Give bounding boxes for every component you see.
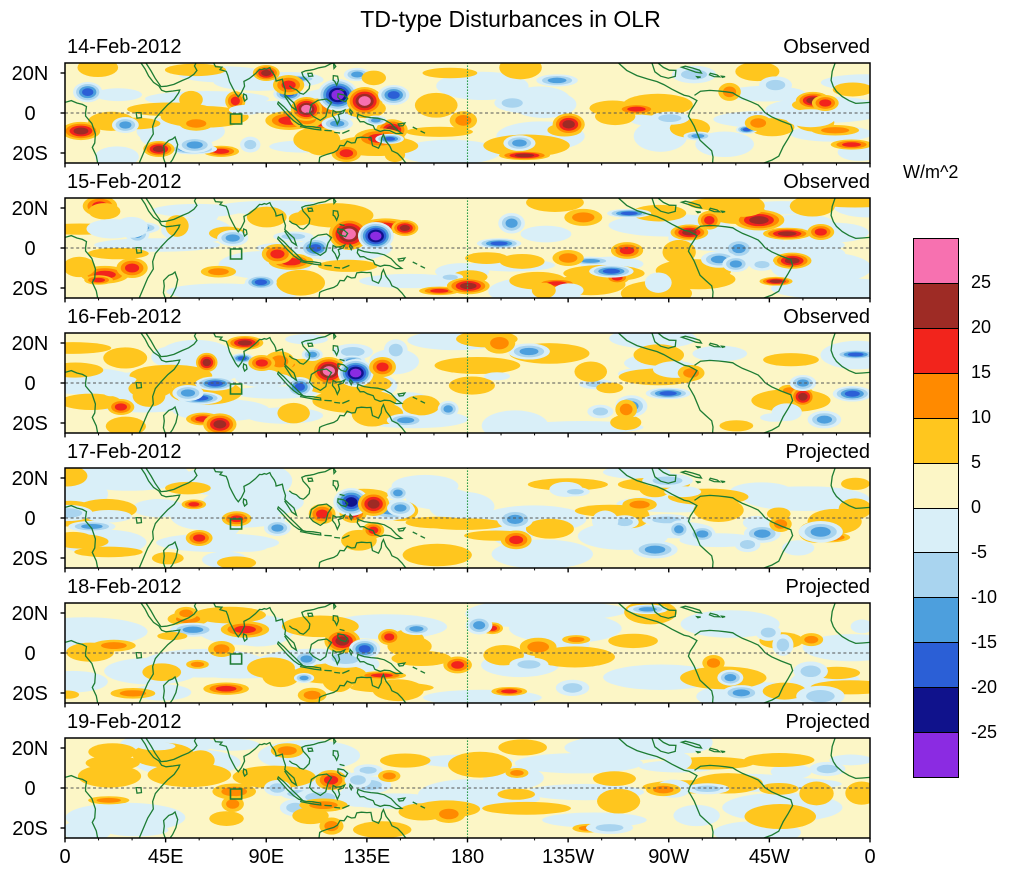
y-tick-label: 0 <box>24 238 36 260</box>
y-tick-label: 20S <box>12 683 48 705</box>
map-canvas <box>65 468 870 568</box>
colorbar-tick-label: -20 <box>971 677 998 697</box>
colorbar-cell <box>914 239 958 283</box>
panel-mode: Observed <box>783 306 870 328</box>
colorbar-cell <box>914 507 958 553</box>
coastlines-geometry <box>65 63 870 163</box>
colorbar-cell <box>914 327 958 373</box>
panel-mode: Projected <box>785 711 871 733</box>
y-tick-label: 20N <box>11 63 49 85</box>
map-panel-4: 17-Feb-2012 Projected <box>0 441 1021 576</box>
colorbar-units-label: W/m^2 <box>903 162 959 182</box>
y-tick-label: 20N <box>11 603 49 625</box>
colorbar-cell <box>914 732 958 778</box>
y-tick-label: 0 <box>24 103 36 125</box>
panel-header: 15-Feb-2012 Observed <box>65 171 870 197</box>
panel-header: 19-Feb-2012 Projected <box>65 711 870 737</box>
panel-header: 16-Feb-2012 Observed <box>65 306 870 332</box>
x-tick-label: 0 <box>59 846 71 868</box>
map-canvas <box>65 198 870 298</box>
y-tick-label: 0 <box>24 508 36 530</box>
x-tick-label: 135W <box>542 846 595 868</box>
map-plot <box>65 333 870 433</box>
panel-mode: Observed <box>783 171 870 193</box>
colorbar-cell <box>914 552 958 598</box>
map-canvas <box>65 738 870 838</box>
panel-date: 18-Feb-2012 <box>67 576 182 598</box>
y-tick-label: 0 <box>24 778 36 800</box>
y-tick-label: 20N <box>11 738 49 760</box>
colorbar-cell <box>914 462 958 508</box>
panel-date: 14-Feb-2012 <box>67 36 182 58</box>
colorbar-tick-label: -25 <box>971 722 998 742</box>
x-tick-label: 90E <box>248 846 285 868</box>
panel-mode: Projected <box>785 441 871 463</box>
colorbar-cell <box>914 687 958 733</box>
x-tick-label: 180 <box>450 846 485 868</box>
map-canvas <box>65 333 870 433</box>
map-panel-5: 18-Feb-2012 Projected <box>0 576 1021 711</box>
map-plot <box>65 63 870 163</box>
colorbar-cell <box>914 417 958 463</box>
map-panel-1: 14-Feb-2012 Observed <box>0 36 1021 171</box>
x-tick-label: 135E <box>343 846 391 868</box>
colorbar <box>913 238 959 778</box>
colorbar-cell <box>914 642 958 688</box>
colorbar-tick-label: -15 <box>971 632 998 652</box>
y-tick-label: 20S <box>12 413 48 435</box>
x-tick-label: 90W <box>648 846 690 868</box>
colorbar-cell <box>914 597 958 643</box>
x-tick-label: 45W <box>748 846 790 868</box>
y-tick-label: 20N <box>11 333 49 355</box>
colorbar-tick-label: 0 <box>971 497 982 517</box>
panel-date: 19-Feb-2012 <box>67 711 182 733</box>
y-tick-label: 20S <box>12 143 48 165</box>
panel-header: 17-Feb-2012 Projected <box>65 441 870 467</box>
y-tick-label: 20S <box>12 548 48 570</box>
coastlines-geometry <box>65 198 870 298</box>
colorbar-tick-label: -5 <box>971 542 988 562</box>
map-panel-6: 19-Feb-2012 Projected <box>0 711 1021 846</box>
y-tick-label: 20N <box>11 198 49 220</box>
map-plot <box>65 603 870 703</box>
x-tick-label: 0 <box>864 846 876 868</box>
y-tick-label: 0 <box>24 373 36 395</box>
panel-date: 16-Feb-2012 <box>67 306 182 328</box>
map-panel-3: 16-Feb-2012 Observed <box>0 306 1021 441</box>
coastlines-geometry <box>65 603 870 703</box>
map-plot <box>65 738 870 838</box>
map-plot <box>65 198 870 298</box>
coastlines-geometry <box>65 468 870 568</box>
colorbar-tick-label: 10 <box>971 407 992 427</box>
map-plot <box>65 468 870 568</box>
y-tick-label: 20N <box>11 468 49 490</box>
colorbar-tick-label: -10 <box>971 587 998 607</box>
map-canvas <box>65 603 870 703</box>
colorbar-cell <box>914 282 958 328</box>
map-canvas <box>65 63 870 163</box>
panel-date: 15-Feb-2012 <box>67 171 182 193</box>
y-tick-label: 0 <box>24 643 36 665</box>
colorbar-cell <box>914 372 958 418</box>
y-tick-label: 20S <box>12 818 48 840</box>
x-axis: 0 45E 90E 135E 180 135W 90W 45W 0 <box>0 846 1021 874</box>
colorbar-tick-label: 5 <box>971 452 982 472</box>
panel-mode: Projected <box>785 576 871 598</box>
colorbar-tick-label: 15 <box>971 362 992 382</box>
colorbar-tick-label: 20 <box>971 317 992 337</box>
panel-date: 17-Feb-2012 <box>67 441 182 463</box>
figure-title: TD-type Disturbances in OLR <box>360 6 661 32</box>
colorbar-tick-label: 25 <box>971 272 992 292</box>
map-panel-2: 15-Feb-2012 Observed <box>0 171 1021 306</box>
coastlines-geometry <box>65 738 870 838</box>
panel-mode: Observed <box>783 36 870 58</box>
coastlines-geometry <box>65 333 870 433</box>
y-tick-label: 20S <box>12 278 48 300</box>
panel-header: 14-Feb-2012 Observed <box>65 36 870 62</box>
x-tick-label: 45E <box>147 846 184 868</box>
panel-header: 18-Feb-2012 Projected <box>65 576 870 602</box>
